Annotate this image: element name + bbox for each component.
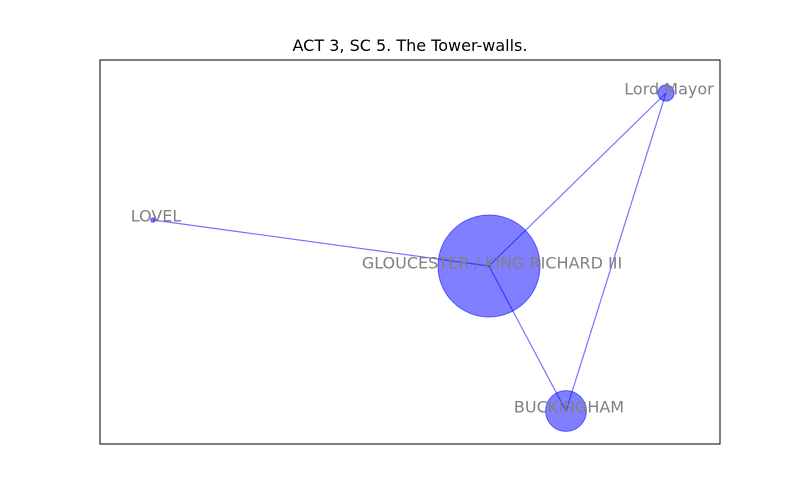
edge-buckingham-lord_mayor — [565, 92, 667, 412]
node-label-lord_mayor: Lord Mayor — [624, 80, 714, 99]
edges-layer — [152, 92, 667, 412]
edge-gloucester-lovel — [152, 219, 490, 267]
node-buckingham — [545, 390, 587, 432]
figure-title: ACT 3, SC 5. The Tower-walls. — [293, 36, 528, 55]
node-gloucester — [437, 214, 541, 318]
node-lord_mayor — [657, 84, 675, 102]
node-label-lovel: LOVEL — [131, 207, 182, 226]
plot-frame — [99, 59, 721, 445]
node-label-gloucester: GLOUCESTER / KING RICHARD III — [362, 254, 622, 273]
nodes-layer — [150, 84, 675, 432]
node-label-buckingham: BUCKINGHAM — [514, 398, 624, 417]
node-lovel — [150, 217, 156, 223]
labels-layer: GLOUCESTER / KING RICHARD III BUCKINGHAM L… — [131, 80, 714, 417]
